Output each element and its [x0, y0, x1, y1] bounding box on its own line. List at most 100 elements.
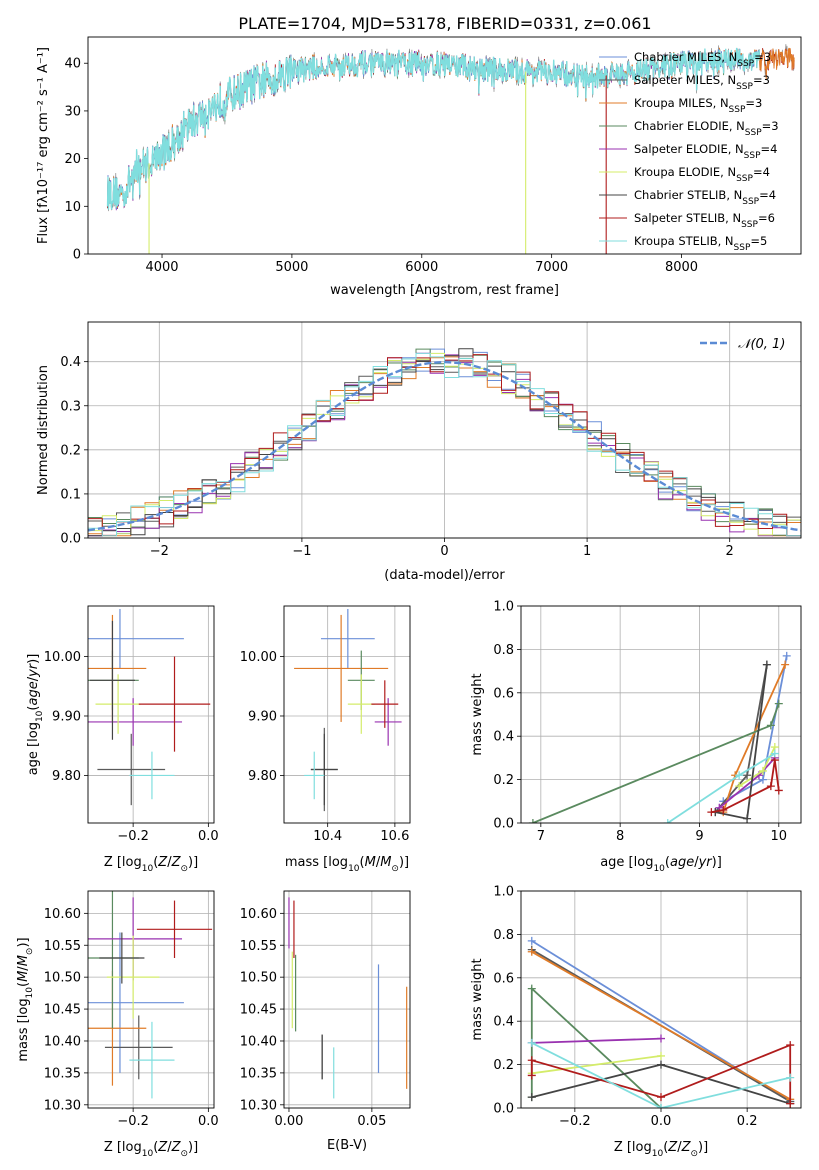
label-part: Z — [171, 1140, 182, 1155]
y-tick-label: 10.35 — [44, 1066, 81, 1081]
y-axis-label: mass [log10(M/M⊙)] — [16, 937, 35, 1061]
weight-marker — [786, 1041, 795, 1050]
label-part: ( — [360, 855, 365, 870]
y-tick-label: 0.3 — [60, 399, 81, 414]
plot-area — [88, 348, 801, 537]
label-part: / — [694, 855, 699, 870]
y-tick-label: 0.0 — [493, 817, 514, 832]
y-tick-label: 0.4 — [493, 1015, 514, 1030]
y-tick-label: 10.50 — [240, 971, 277, 986]
y-tick-label: 10.30 — [240, 1098, 277, 1113]
y-axis-label: mass weight — [470, 673, 485, 755]
label-part: ⊙ — [690, 1149, 698, 1159]
label-part: =4 — [759, 188, 776, 202]
label-part: =6 — [758, 211, 775, 225]
label-part: ( — [153, 855, 158, 870]
x-axis-label: (data-model)/error — [384, 568, 505, 583]
label-part: Chabrier MILES, N — [634, 50, 737, 64]
x-tick-label: 8000 — [665, 260, 698, 275]
y-tick-label: 0.8 — [493, 643, 514, 658]
x-axis-label: mass [log10(M/M⊙)] — [285, 855, 409, 874]
x-tick-label: 8 — [616, 829, 624, 844]
x-tick-label: 0.05 — [357, 1114, 386, 1129]
chart-residuals: −2 −1 0 1 2 0.0 0.1 0.2 0.3 0.4 𝒩(0, 1) (data-model… — [36, 321, 802, 583]
label-part: Salpeter STELIB, N — [634, 211, 741, 225]
label-part: SSP — [744, 151, 761, 161]
label-part: ( — [663, 1140, 668, 1155]
weight-line — [530, 986, 662, 1108]
label-part: 10 — [653, 864, 665, 874]
x-tick-label: 0.0 — [651, 1114, 672, 1129]
x-tick-label: 10.6 — [380, 829, 409, 844]
label-part: SSP — [737, 59, 754, 69]
label-part: 10 — [652, 1149, 664, 1159]
axes-frame — [87, 890, 215, 1109]
axes-frame — [283, 605, 411, 824]
y-tick-label: 10.35 — [240, 1066, 277, 1081]
axes-frame — [520, 605, 802, 824]
y-tick-label: 10.40 — [240, 1034, 277, 1049]
plot-area — [88, 608, 211, 806]
label-part: ( — [16, 982, 31, 987]
weight-line — [531, 951, 791, 1101]
label-part: M — [16, 955, 31, 966]
label-part: Salpeter ELODIE, N — [634, 142, 744, 156]
x-tick-label: −0.2 — [117, 829, 149, 844]
y-axis-label: mass weight — [470, 958, 485, 1040]
legend-label: Kroupa ELODIE, NSSP=4 — [634, 165, 770, 184]
label-part: yr — [698, 855, 714, 870]
legend-label: Salpeter MILES, NSSP=3 — [634, 73, 770, 92]
y-tick-label: 10 — [64, 200, 81, 215]
weight-marker — [786, 1073, 795, 1082]
label-part: / — [167, 1140, 172, 1155]
legend-label: Chabrier STELIB, NSSP=4 — [634, 188, 776, 207]
weight-marker — [527, 1093, 536, 1102]
label-part: )] — [399, 855, 409, 870]
label-part: Kroupa MILES, N — [634, 96, 729, 110]
y-axis-label: age [log10(age/yr)] — [26, 654, 45, 776]
label-part: Z — [681, 1140, 692, 1155]
y-tick-label: 10.60 — [44, 907, 81, 922]
y-tick-label: 30 — [64, 104, 81, 119]
label-part: SSP — [741, 220, 758, 230]
label-part: M — [16, 971, 31, 982]
x-tick-label: 5000 — [275, 260, 308, 275]
legend-label: Chabrier MILES, NSSP=3 — [634, 50, 771, 69]
y-tick-label: 0.4 — [493, 730, 514, 745]
label-part: / — [677, 1140, 682, 1155]
x-tick-label: 0.0 — [198, 1114, 219, 1129]
weight-marker — [663, 819, 672, 823]
label-part: M — [380, 855, 391, 870]
y-tick-label: 9.90 — [248, 709, 277, 724]
weight-marker — [758, 766, 767, 775]
label-part: =3 — [762, 119, 779, 133]
y-tick-label: 0.1 — [60, 487, 81, 502]
axes-frame — [87, 36, 802, 255]
y-tick-label: 0.2 — [493, 773, 514, 788]
weight-marker — [527, 1071, 536, 1080]
y-tick-label: 0.8 — [493, 928, 514, 943]
legend-label: Salpeter STELIB, NSSP=6 — [634, 211, 775, 230]
x-axis-label: Z [log10(Z/Z⊙)] — [104, 1140, 198, 1159]
legend-label: Kroupa STELIB, NSSP=5 — [634, 234, 767, 253]
x-tick-label: 0.2 — [737, 1114, 758, 1129]
chart-z_weight: −0.2 0.0 0.2 0.0 0.2 0.4 0.6 0.8 1.0 mass weight Z… — [470, 885, 802, 1159]
label-part: ⊙ — [391, 864, 399, 874]
weight-line — [531, 1037, 662, 1044]
weight-marker — [735, 771, 744, 780]
weight-line — [531, 1055, 662, 1075]
label-part: / — [26, 676, 41, 681]
legend-label: Chabrier ELODIE, NSSP=3 — [634, 119, 779, 138]
label-part: ⊙ — [180, 864, 188, 874]
label-part: age [log — [600, 855, 653, 870]
x-tick-label: −0.2 — [559, 1114, 591, 1129]
label-part: 10 — [35, 710, 45, 722]
weight-marker — [786, 1099, 795, 1108]
weight-marker — [528, 819, 537, 823]
weight-marker — [657, 1093, 665, 1102]
label-part: 10 — [142, 1149, 154, 1159]
x-tick-label: −2 — [150, 544, 169, 559]
y-tick-label: 1.0 — [493, 600, 514, 615]
weight-marker — [770, 749, 779, 758]
